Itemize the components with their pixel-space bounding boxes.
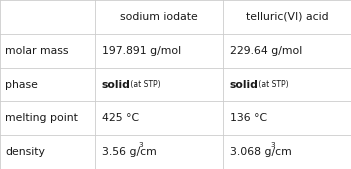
Text: (at STP): (at STP) — [128, 80, 161, 89]
Text: 197.891 g/mol: 197.891 g/mol — [102, 46, 181, 56]
Text: (at STP): (at STP) — [256, 80, 289, 89]
Text: 3: 3 — [138, 142, 143, 148]
Text: density: density — [5, 147, 45, 157]
Text: phase: phase — [5, 79, 38, 90]
Text: solid: solid — [230, 79, 259, 90]
Text: 229.64 g/mol: 229.64 g/mol — [230, 46, 302, 56]
Text: sodium iodate: sodium iodate — [120, 12, 198, 22]
Text: 136 °C: 136 °C — [230, 113, 267, 123]
Text: 3.068 g/cm: 3.068 g/cm — [230, 147, 292, 157]
Text: 3.56 g/cm: 3.56 g/cm — [102, 147, 157, 157]
Text: solid: solid — [102, 79, 131, 90]
Text: melting point: melting point — [5, 113, 78, 123]
Text: telluric(VI) acid: telluric(VI) acid — [246, 12, 328, 22]
Text: 425 °C: 425 °C — [102, 113, 139, 123]
Text: 3: 3 — [270, 142, 275, 148]
Text: molar mass: molar mass — [5, 46, 69, 56]
